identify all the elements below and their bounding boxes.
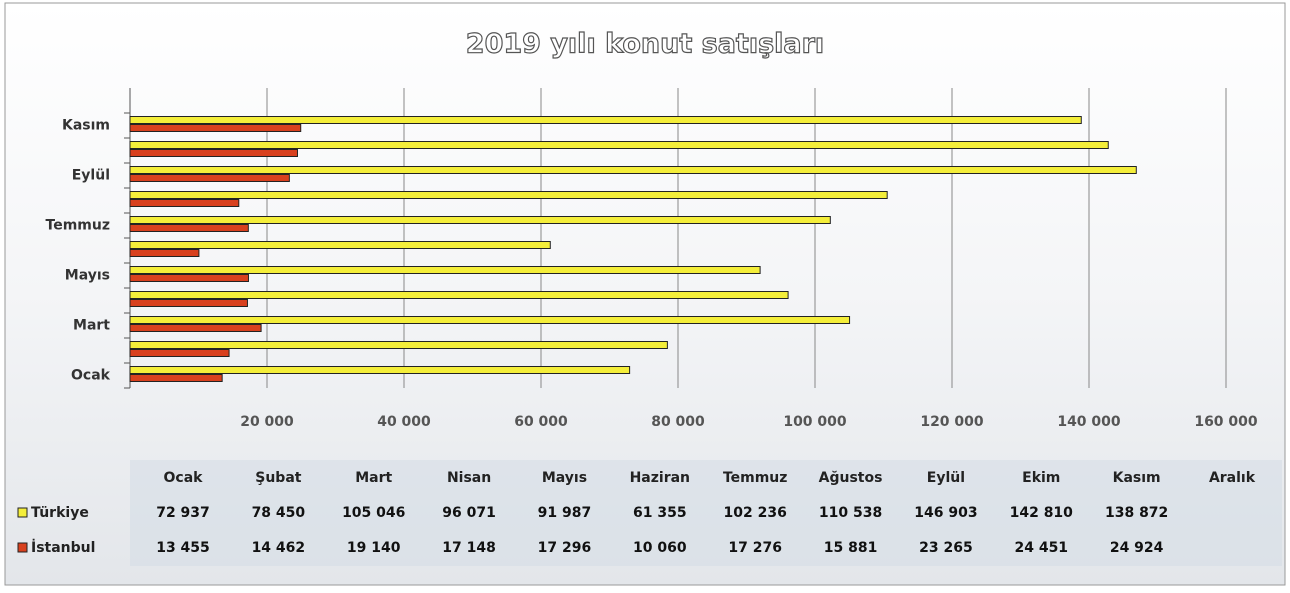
table-cell: 17 148 xyxy=(442,540,496,556)
table-header: Nisan xyxy=(447,470,491,486)
table-header: Haziran xyxy=(630,470,690,486)
table-cell: 110 538 xyxy=(819,505,882,521)
bar xyxy=(130,317,850,324)
legend-swatch xyxy=(18,543,27,552)
table-cell: 146 903 xyxy=(914,505,977,521)
table-cell: 23 265 xyxy=(919,540,973,556)
bar xyxy=(130,217,830,224)
table-cell: 24 451 xyxy=(1014,540,1068,556)
table-cell: 17 296 xyxy=(538,540,592,556)
bar xyxy=(130,225,248,232)
table-header: Mayıs xyxy=(542,470,587,486)
bar xyxy=(130,275,248,282)
table-header: Ağustos xyxy=(819,470,883,486)
table-cell: 78 450 xyxy=(252,505,306,521)
x-tick-label: 20 000 xyxy=(240,414,294,430)
bar xyxy=(130,167,1136,174)
x-tick-label: 40 000 xyxy=(377,414,431,430)
table-header: Şubat xyxy=(255,470,302,486)
table-cell: 14 462 xyxy=(252,540,306,556)
bar xyxy=(130,117,1081,124)
x-tick-label: 120 000 xyxy=(920,414,984,430)
x-tick-label: 100 000 xyxy=(783,414,847,430)
legend-label: İstanbul xyxy=(31,539,95,556)
table-cell: 142 810 xyxy=(1010,505,1074,521)
bar xyxy=(130,150,297,157)
bar xyxy=(130,142,1108,149)
table-header: Eylül xyxy=(927,470,965,486)
chart: 2019 yılı konut satışları 20 000 40 000 60… xyxy=(0,0,1290,589)
bar xyxy=(130,342,667,349)
table-header: Kasım xyxy=(1113,470,1161,486)
y-tick-label: Temmuz xyxy=(46,218,110,234)
y-tick-label: Kasım xyxy=(62,118,110,134)
bar xyxy=(130,367,630,374)
table-cell: 72 937 xyxy=(156,505,210,521)
table-cell: 91 987 xyxy=(538,505,592,521)
x-tick-label: 140 000 xyxy=(1057,414,1121,430)
bar xyxy=(130,375,222,382)
table-cell: 96 071 xyxy=(442,505,496,521)
x-tick-label: 160 000 xyxy=(1194,414,1258,430)
page: 2019 yılı konut satışları 20 000 40 000 60… xyxy=(0,0,1290,593)
bar xyxy=(130,242,550,249)
table-cell: 24 924 xyxy=(1110,540,1164,556)
table-cell: 17 276 xyxy=(728,540,782,556)
y-tick-label: Mayıs xyxy=(65,268,110,284)
y-tick-label: Eylül xyxy=(72,168,110,184)
legend-label: Türkiye xyxy=(31,505,89,521)
table-cell: 13 455 xyxy=(156,540,210,556)
bar xyxy=(130,192,887,199)
table-cell: 105 046 xyxy=(342,505,405,521)
table-cell: 102 236 xyxy=(724,505,787,521)
y-tick-label: Ocak xyxy=(71,368,111,384)
table-cell: 138 872 xyxy=(1105,505,1168,521)
table-cell: 19 140 xyxy=(347,540,401,556)
chart-title: 2019 yılı konut satışları xyxy=(466,29,824,60)
table-header: Mart xyxy=(355,470,392,486)
table-header: Temmuz xyxy=(723,470,787,486)
bar xyxy=(130,350,229,357)
table-cell: 10 060 xyxy=(633,540,687,556)
bar xyxy=(130,325,261,332)
bar xyxy=(130,267,760,274)
table-header: Ekim xyxy=(1022,470,1060,486)
x-tick-label: 80 000 xyxy=(651,414,705,430)
bar xyxy=(130,200,239,207)
bar xyxy=(130,292,788,299)
bar xyxy=(130,125,301,132)
table-header: Ocak xyxy=(164,470,204,486)
y-tick-label: Mart xyxy=(73,318,110,334)
bar xyxy=(130,250,199,257)
table-cell: 15 881 xyxy=(824,540,878,556)
x-tick-label: 60 000 xyxy=(514,414,568,430)
table-cell: 61 355 xyxy=(633,505,687,521)
bar xyxy=(130,175,289,182)
legend-swatch xyxy=(18,508,27,517)
table-header: Aralık xyxy=(1209,470,1256,486)
bar xyxy=(130,300,247,307)
